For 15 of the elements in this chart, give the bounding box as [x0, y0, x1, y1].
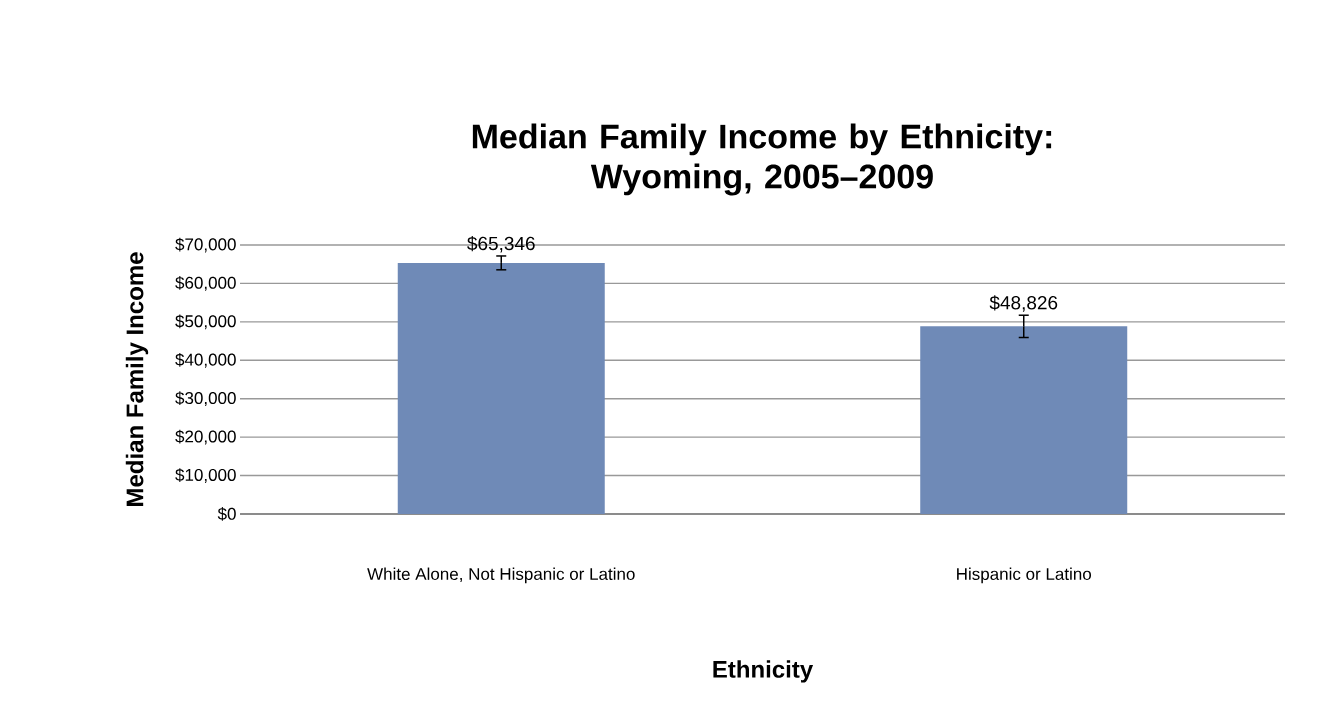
y-tick-label: $0 — [217, 507, 236, 521]
y-axis-title: Median Family Income — [125, 252, 149, 506]
x-tick-label: White Alone, Not Hispanic or Latino — [367, 567, 635, 584]
data-label: $65,346 — [467, 235, 535, 253]
y-tick-label: $40,000 — [175, 352, 236, 368]
y-tick-label: $60,000 — [175, 276, 236, 291]
y-tick-label: $50,000 — [175, 314, 236, 330]
x-axis-title: Ethnicity — [713, 660, 814, 683]
y-tick-label: $10,000 — [175, 468, 236, 483]
y-tick-label: $70,000 — [175, 237, 236, 253]
y-tick-label: $20,000 — [175, 429, 236, 445]
y-tick-label: $30,000 — [175, 391, 236, 407]
x-tick-label: Hispanic or Latino — [957, 567, 1092, 584]
chart-title: Median Family Income by Ethnicity: Wyoming, 2005–2009 — [472, 123, 1052, 196]
data-label: $48,826 — [989, 295, 1058, 312]
